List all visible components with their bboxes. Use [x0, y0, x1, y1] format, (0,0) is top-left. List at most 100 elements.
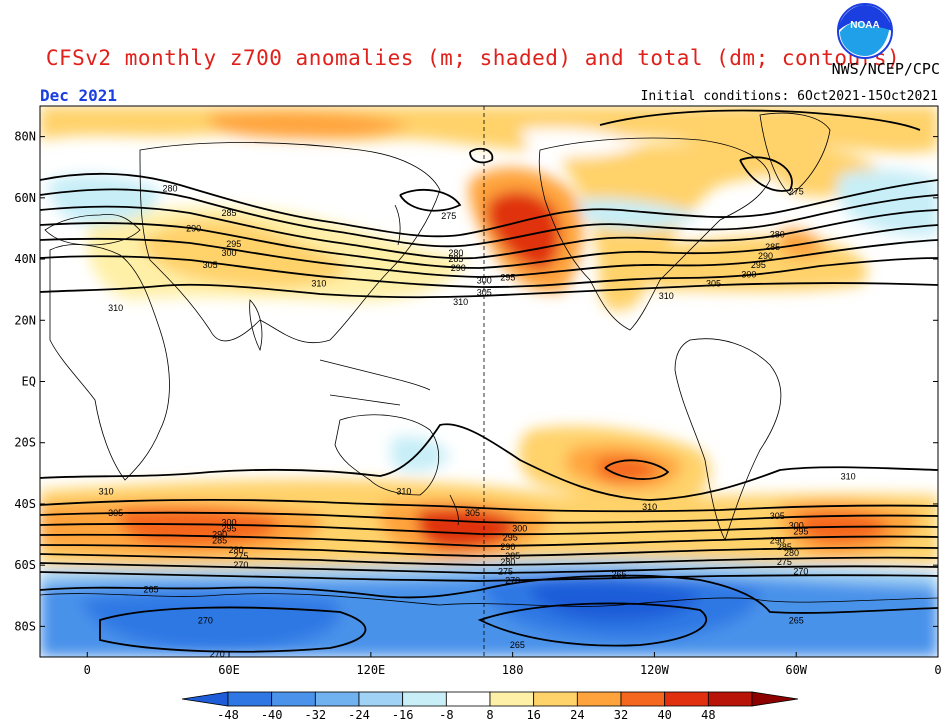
- contour-label: 300: [477, 275, 492, 285]
- anomaly-pacific-max: [486, 191, 561, 270]
- anomaly-australia-negative: [390, 435, 450, 472]
- map-plot-area: [40, 106, 938, 657]
- anomaly-asia-positive-mid: [140, 219, 350, 288]
- contour-label: 280: [784, 548, 799, 558]
- coast-antarctica: [40, 593, 938, 607]
- lon-label: 120W: [640, 663, 670, 677]
- contour-label: 310: [396, 487, 411, 497]
- contour-nh-275-west: [399, 188, 462, 212]
- coast-indonesia: [319, 359, 431, 406]
- contour-sh-295: [40, 523, 938, 536]
- contour-label: 305: [108, 508, 123, 518]
- contour-label: 270: [210, 649, 225, 659]
- contour-label: 295: [500, 272, 515, 282]
- contour-label: 310: [311, 279, 326, 289]
- contour-sh-280: [40, 553, 938, 566]
- coast-india: [249, 299, 263, 352]
- colorbar-label: 16: [526, 708, 540, 722]
- longitude-labels: 0 60E 120E 180 120W 60W 0: [84, 652, 942, 677]
- colorbar-label: 32: [614, 708, 628, 722]
- coast-australia: [334, 414, 439, 496]
- contour-label: 280: [229, 545, 244, 555]
- contour-label: 265: [611, 569, 626, 579]
- coast-nz: [449, 494, 459, 526]
- colorbar-box: [576, 691, 622, 707]
- contour-nh-275: [599, 109, 921, 131]
- lon-label: 0: [84, 663, 91, 677]
- lat-label: 20S: [14, 436, 36, 450]
- colorbar-box: [402, 691, 447, 707]
- contour-nh-280: [40, 172, 938, 238]
- colorbar-label: -48: [217, 708, 239, 722]
- anomaly-europe-negative: [49, 174, 160, 225]
- contour-label: 310: [108, 303, 123, 313]
- contour-label: 300: [222, 248, 237, 258]
- contour-label: 280: [770, 230, 785, 240]
- contour-label: 300: [789, 520, 804, 530]
- contour-label: 275: [777, 557, 792, 567]
- contour-sh-285: [40, 544, 938, 557]
- lat-label: 80N: [14, 130, 36, 144]
- coast-europe: [44, 213, 141, 246]
- contour-label: 305: [203, 260, 218, 270]
- contour-label: 305: [465, 508, 480, 518]
- contour-label: 295: [226, 239, 241, 249]
- colorbar-box: [314, 691, 360, 707]
- anomaly-america-positive: [560, 143, 820, 311]
- contour-label: 290: [451, 263, 466, 273]
- contour-label: 275: [498, 566, 513, 576]
- contour-label: 270: [793, 566, 808, 576]
- colorbar-label: -24: [348, 708, 370, 722]
- contour-label: 295: [222, 523, 237, 533]
- contour-label: 265: [510, 640, 525, 650]
- colorbar-label: 8: [486, 708, 493, 722]
- agency-label: NWS/NCEP/CPC: [831, 60, 940, 78]
- lon-label: 60E: [218, 663, 240, 677]
- contour-label: 310: [841, 471, 856, 481]
- contour-label: 285: [765, 242, 780, 252]
- contour-sh-305: [40, 498, 938, 513]
- contour-label: 285: [212, 536, 227, 546]
- initial-conditions: Initial conditions: 6Oct2021-15Oct2021: [640, 89, 938, 104]
- contour-nh-290: [40, 205, 938, 260]
- contour-label: 270: [198, 615, 213, 625]
- contour-sh-275: [40, 562, 938, 574]
- lon-label: 0: [934, 663, 941, 677]
- anomaly-south-atlantic-positive-west: [700, 508, 770, 540]
- noaa-logo-text: NOAA: [850, 20, 879, 31]
- lat-label: 60S: [14, 558, 36, 572]
- coast-africa: [49, 244, 170, 481]
- colorbar-label: 48: [701, 708, 715, 722]
- contour-label: 310: [659, 291, 674, 301]
- contour-label: 280: [162, 184, 177, 194]
- colorbar-box: [445, 691, 491, 707]
- contour-label: 295: [793, 526, 808, 536]
- contour-label: 290: [186, 223, 201, 233]
- anomaly-antarctic-max: [530, 581, 700, 622]
- contour-label: 310: [642, 502, 657, 512]
- noaa-logo: NOAA: [837, 3, 893, 59]
- colorbar-label: -32: [304, 708, 326, 722]
- colorbar-max-arrow: [751, 691, 799, 707]
- target-month: Dec 2021: [40, 86, 118, 105]
- total-contours: [40, 109, 938, 653]
- contour-label: 300: [512, 523, 527, 533]
- contour-label: 295: [503, 533, 518, 543]
- lat-label: 40S: [14, 497, 36, 511]
- contour-sh-310-loop: [604, 459, 670, 480]
- colorbar-label: -40: [261, 708, 283, 722]
- colorbar-label: 24: [570, 708, 584, 722]
- colorbar-label: 40: [657, 708, 671, 722]
- contour-label: 265: [144, 585, 159, 595]
- anomaly-arctic-strong: [208, 111, 410, 139]
- contour-sh-270-inner: [99, 606, 367, 653]
- contour-label: 280: [448, 248, 463, 258]
- anomaly-nz-max: [416, 508, 520, 550]
- colorbar-box: [664, 691, 709, 707]
- colorbar-box: [707, 691, 753, 707]
- contour-label: 295: [751, 260, 766, 270]
- colorbar-label: -8: [439, 708, 453, 722]
- lon-label: 180: [502, 663, 524, 677]
- contour-label: 265: [789, 615, 804, 625]
